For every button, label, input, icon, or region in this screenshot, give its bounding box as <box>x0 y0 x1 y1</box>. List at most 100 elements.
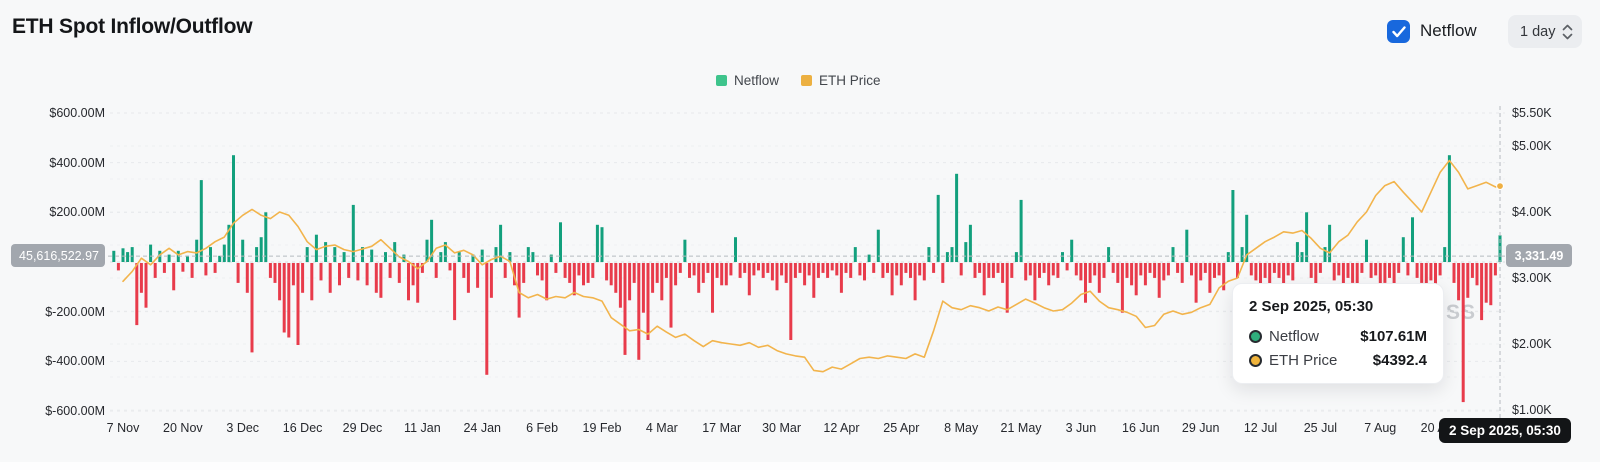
netflow-bar <box>586 263 590 283</box>
netflow-bar <box>338 263 341 286</box>
netflow-bar <box>701 263 705 283</box>
netflow-bar <box>669 263 673 328</box>
netflow-bar <box>1125 263 1129 278</box>
netflow-bar <box>241 239 245 262</box>
x-axis-tick: 24 Jan <box>463 421 501 435</box>
netflow-bar <box>471 254 475 262</box>
netflow-bar <box>328 263 332 293</box>
netflow-bar <box>1309 263 1313 278</box>
netflow-bar <box>1406 263 1410 276</box>
netflow-bar <box>153 263 157 278</box>
netflow-bar <box>1084 263 1087 303</box>
netflow-checkbox[interactable] <box>1387 20 1410 43</box>
netflow-bar <box>1291 263 1295 281</box>
netflow-bar <box>1033 263 1037 301</box>
x-axis-tick: 16 Dec <box>282 421 323 435</box>
netflow-bar <box>628 263 632 301</box>
legend-item-netflow[interactable]: Netflow <box>716 73 779 88</box>
netflow-bar <box>559 222 562 262</box>
netflow-bar <box>964 242 968 262</box>
netflow-bar <box>273 263 277 283</box>
netflow-bar <box>1157 263 1161 298</box>
netflow-bar <box>807 263 811 276</box>
netflow-bar <box>1337 263 1341 276</box>
netflow-toggle-label[interactable]: Netflow <box>1420 21 1477 40</box>
netflow-bar <box>314 234 318 262</box>
netflow-bar <box>987 263 991 278</box>
netflow-bar <box>126 252 130 262</box>
netflow-bar <box>605 263 609 281</box>
netflow-bar <box>1074 263 1078 276</box>
x-axis-tick: 19 Feb <box>582 421 622 435</box>
netflow-bar <box>540 263 544 281</box>
netflow-bar <box>1222 263 1226 291</box>
netflow-bar <box>1318 263 1322 273</box>
netflow-bar <box>688 263 691 278</box>
left-axis-tick: $-400.00M <box>45 354 105 369</box>
netflow-bar <box>430 219 434 262</box>
netflow-swatch <box>716 75 727 86</box>
legend-item-eth-price[interactable]: ETH Price <box>801 73 881 88</box>
netflow-bar <box>609 263 613 286</box>
netflow-bar <box>1489 263 1493 306</box>
netflow-bar <box>614 263 618 293</box>
x-axis-tick: 17 Mar <box>702 421 742 435</box>
netflow-bar <box>222 244 226 262</box>
netflow-bar <box>775 263 779 291</box>
netflow-bar <box>918 263 922 276</box>
netflow-bar <box>1171 247 1175 262</box>
netflow-bar <box>1226 252 1230 262</box>
netflow-bar <box>370 249 374 262</box>
netflow-bar <box>932 263 936 273</box>
tooltip-date: 2 Sep 2025, 05:30 <box>1249 298 1374 315</box>
netflow-bar <box>1378 263 1382 293</box>
x-axis-tick: 20 Nov <box>163 421 203 435</box>
netflow-bar <box>259 237 263 262</box>
netflow-bar <box>494 247 498 262</box>
netflow-bar <box>798 263 802 273</box>
netflow-bar <box>549 254 553 262</box>
netflow-bar <box>623 263 627 355</box>
right-axis-tick: $3.00K <box>1512 271 1552 285</box>
netflow-bar <box>789 263 793 340</box>
netflow-bar <box>397 263 401 283</box>
netflow-bar <box>190 263 194 278</box>
netflow-bar <box>186 255 189 262</box>
netflow-bar <box>374 263 378 293</box>
netflow-bar <box>301 263 305 293</box>
netflow-bar <box>927 247 931 262</box>
netflow-bar <box>1194 263 1198 303</box>
netflow-bar <box>1286 263 1290 276</box>
x-axis-tick: 11 Jan <box>404 421 441 435</box>
netflow-bar <box>955 173 959 262</box>
netflow-bar <box>443 242 447 262</box>
netflow-bar <box>1397 263 1401 273</box>
netflow-bar <box>513 263 516 286</box>
netflow-bar <box>522 263 526 283</box>
netflow-bar <box>881 263 885 278</box>
netflow-bar <box>991 263 995 278</box>
netflow-bar <box>1466 263 1470 298</box>
netflow-bar <box>1061 252 1064 262</box>
netflow-bar <box>1010 263 1014 278</box>
left-axis-tick: $400.00M <box>49 155 105 170</box>
interval-dropdown[interactable]: 1 day <box>1508 15 1583 48</box>
netflow-bar <box>752 263 756 276</box>
netflow-bar <box>356 263 360 281</box>
netflow-bar <box>1282 263 1286 296</box>
right-axis-tick: $1.00K <box>1512 403 1552 417</box>
netflow-bar <box>1263 263 1267 278</box>
eth-price-line <box>122 159 1501 373</box>
netflow-bar <box>1014 252 1018 262</box>
netflow-bar <box>1139 263 1143 276</box>
netflow-bar <box>913 263 917 301</box>
netflow-bar <box>365 263 369 286</box>
netflow-bar <box>1470 263 1474 278</box>
netflow-bar <box>1111 263 1115 273</box>
netflow-bar <box>655 263 659 283</box>
netflow-bar <box>1190 263 1193 276</box>
netflow-bar <box>1005 263 1009 313</box>
chevron-up-down-icon <box>1563 24 1573 39</box>
netflow-bar <box>531 252 535 262</box>
netflow-bar <box>747 263 751 296</box>
